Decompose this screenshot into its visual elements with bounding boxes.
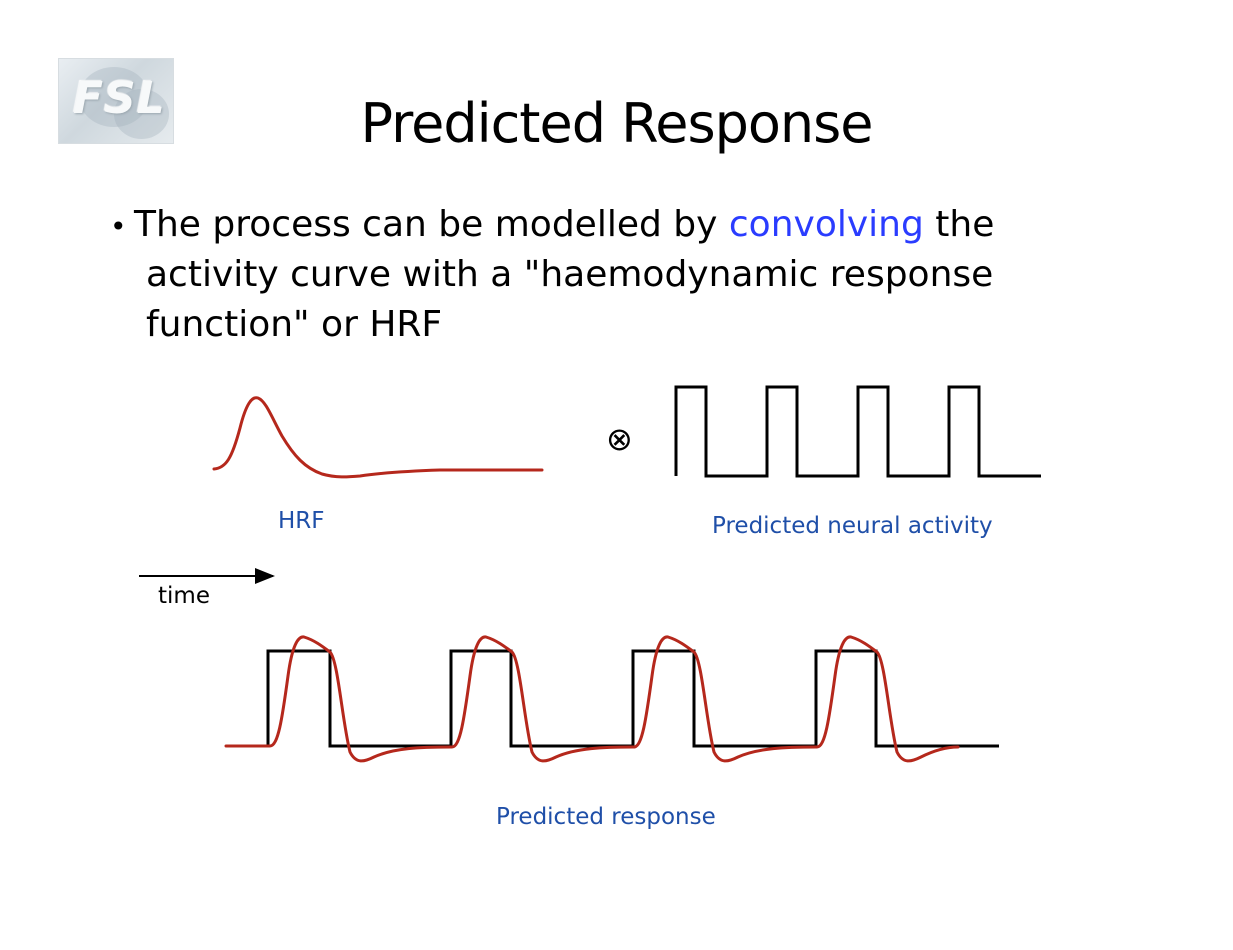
logo-text: FSL (73, 73, 166, 124)
bullet-marker: • (110, 210, 127, 243)
neural-activity-boxcar (674, 385, 1041, 478)
bullet-line-1: The process can be modelled by convolvin… (134, 200, 994, 250)
hrf-label: HRF (278, 508, 325, 534)
bullet-line-3: function" or HRF (146, 304, 443, 345)
hrf-curve (212, 396, 544, 479)
highlight-word: convolving (728, 204, 924, 245)
bullet-text-end: the (923, 204, 995, 245)
convolution-icon: ⊗ (606, 420, 633, 458)
predicted-response-curve (224, 635, 960, 763)
fsl-logo: FSL (58, 58, 174, 144)
bullet-text-start: The process can be modelled by (134, 204, 729, 245)
neural-activity-label: Predicted neural activity (712, 513, 993, 539)
time-label: time (158, 583, 210, 609)
predicted-response-label: Predicted response (496, 804, 716, 830)
bullet-line-2: activity curve with a "haemodynamic resp… (146, 254, 994, 295)
slide-title: Predicted Response (360, 92, 873, 155)
response-boxcar (226, 649, 999, 748)
